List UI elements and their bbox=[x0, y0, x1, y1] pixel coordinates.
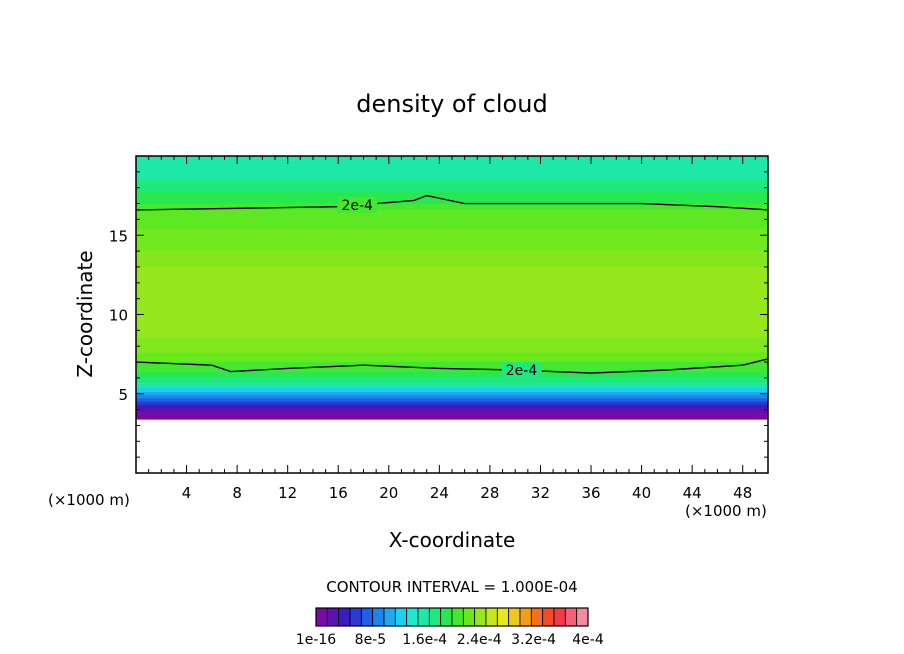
x-axis-label: X-coordinate bbox=[389, 528, 516, 552]
colorbar-swatch bbox=[417, 607, 430, 627]
colorbar-swatch bbox=[326, 607, 340, 627]
band-8 bbox=[136, 336, 768, 354]
colorbar-swatch bbox=[508, 607, 521, 627]
colorbar-swatch bbox=[349, 607, 362, 627]
colorbar-swatch bbox=[542, 607, 555, 627]
y-tick-label: 5 bbox=[118, 386, 128, 404]
contour-label-1: 2e-4 bbox=[506, 363, 538, 379]
colorbar-swatch bbox=[383, 607, 396, 627]
x-tick-label: 40 bbox=[632, 484, 651, 502]
band-13 bbox=[136, 382, 768, 388]
colorbar-swatch bbox=[360, 607, 374, 627]
colorbar-labels: 1e-16 8e-5 1.6e-4 2.4e-4 3.2e-4 4e-4 bbox=[296, 632, 604, 648]
colorbar-swatch bbox=[338, 607, 351, 627]
x-tick-label: 4 bbox=[182, 484, 192, 502]
band-4 bbox=[136, 209, 768, 230]
band-17 bbox=[136, 398, 768, 403]
band-12 bbox=[136, 377, 768, 384]
band-11 bbox=[136, 371, 768, 379]
contour-label-bg-1 bbox=[501, 362, 542, 379]
x-unit-label: (×1000 m) bbox=[685, 502, 767, 520]
x-tick-label: 8 bbox=[232, 484, 242, 502]
y-tick-label: 15 bbox=[109, 227, 128, 245]
chart-title: density of cloud bbox=[356, 90, 547, 118]
band-1 bbox=[136, 179, 768, 192]
band-10 bbox=[136, 362, 768, 373]
y-unit-label: (×1000 m) bbox=[48, 491, 130, 509]
x-tick-label: 28 bbox=[480, 484, 499, 502]
band-7 bbox=[136, 266, 768, 338]
band-19 bbox=[136, 404, 768, 409]
contour-line-1 bbox=[136, 358, 768, 374]
x-axis-ticks: 4 8 12 16 20 24 28 32 36 40 44 48 bbox=[148, 156, 756, 502]
x-tick-label: 12 bbox=[278, 484, 297, 502]
band-9 bbox=[136, 352, 768, 363]
colorbar-swatch bbox=[440, 607, 453, 627]
y-axis-ticks: 5 10 15 bbox=[109, 171, 768, 458]
colorbar-swatch bbox=[428, 607, 442, 627]
colorbar-tick-label: 1e-16 bbox=[296, 632, 336, 648]
band-6 bbox=[136, 251, 768, 268]
x-tick-label: 24 bbox=[430, 484, 449, 502]
band-0 bbox=[136, 156, 768, 181]
colorbar-swatch bbox=[372, 607, 385, 627]
x-tick-label: 32 bbox=[531, 484, 550, 502]
colorbar-tick-label: 2.4e-4 bbox=[457, 632, 502, 648]
x-tick-label: 20 bbox=[379, 484, 398, 502]
colorbar-swatch bbox=[315, 607, 328, 627]
colorbar-tick-label: 4e-4 bbox=[572, 632, 604, 648]
colorbar-swatch bbox=[485, 607, 498, 627]
colorbar bbox=[315, 607, 589, 627]
contour-label-bg-0 bbox=[337, 197, 378, 214]
colorbar-tick-label: 8e-5 bbox=[355, 632, 386, 648]
x-tick-label: 44 bbox=[683, 484, 702, 502]
contour-label-0: 2e-4 bbox=[341, 198, 373, 214]
band-21 bbox=[136, 412, 768, 420]
band-3 bbox=[136, 203, 768, 211]
colorbar-tick-label: 3.2e-4 bbox=[511, 632, 556, 648]
band-14 bbox=[136, 387, 768, 393]
colorbar-swatch bbox=[519, 607, 532, 627]
band-5 bbox=[136, 228, 768, 252]
band-18 bbox=[136, 401, 768, 406]
colorbar-swatch bbox=[406, 607, 419, 627]
band-16 bbox=[136, 395, 768, 400]
colorbar-frame bbox=[315, 607, 589, 627]
colorbar-tick-label: 1.6e-4 bbox=[402, 632, 447, 648]
x-tick-label: 48 bbox=[733, 484, 752, 502]
x-tick-label: 36 bbox=[581, 484, 600, 502]
band-15 bbox=[136, 392, 768, 396]
band-20 bbox=[136, 408, 768, 414]
colorbar-swatch bbox=[576, 607, 589, 627]
colorbar-swatch bbox=[451, 607, 464, 627]
colorbar-swatch bbox=[553, 607, 566, 627]
band-2 bbox=[136, 190, 768, 205]
colorbar-swatch bbox=[564, 607, 578, 627]
x-tick-label: 16 bbox=[329, 484, 348, 502]
y-tick-label: 10 bbox=[109, 307, 128, 325]
colorbar-swatch bbox=[462, 607, 476, 627]
contour-line-0 bbox=[136, 194, 768, 211]
contour-fill bbox=[136, 156, 768, 420]
colorbar-swatch bbox=[530, 607, 544, 627]
colorbar-swatch bbox=[474, 607, 487, 627]
y-axis-label: Z-coordinate bbox=[73, 250, 97, 377]
contour-lines: 2e-4 2e-4 bbox=[136, 194, 768, 379]
contour-interval-text: CONTOUR INTERVAL = 1.000E-04 bbox=[326, 578, 577, 596]
colorbar-swatch bbox=[496, 607, 510, 627]
colorbar-swatch bbox=[394, 607, 408, 627]
